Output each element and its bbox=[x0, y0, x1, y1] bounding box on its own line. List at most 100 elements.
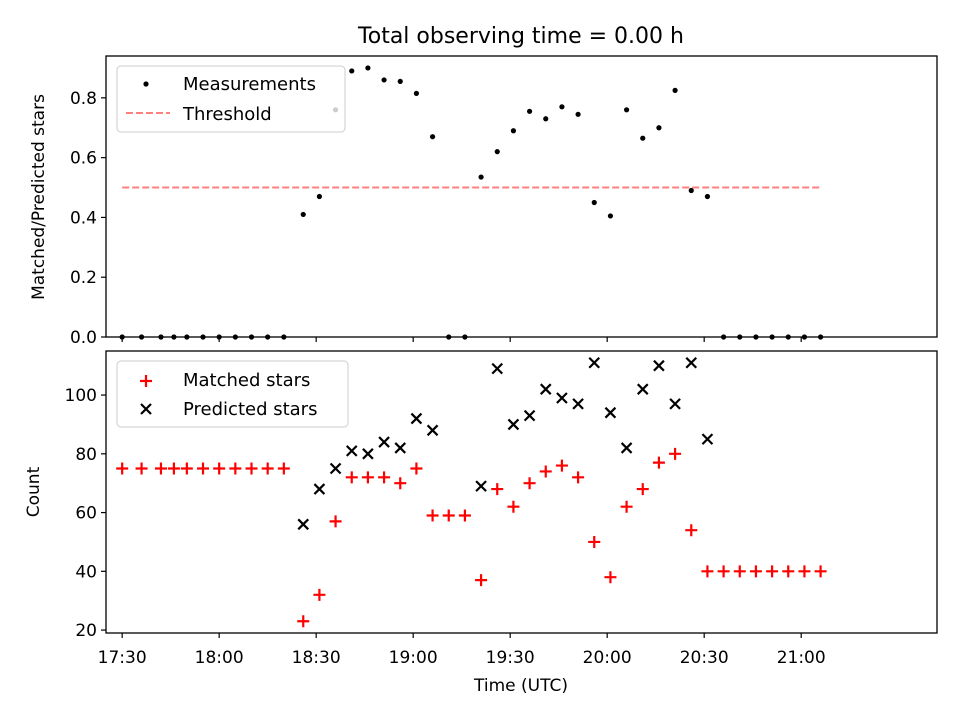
matched-star-point bbox=[782, 565, 795, 578]
top-y-tick-label: 0.6 bbox=[70, 149, 97, 169]
measurement-point bbox=[656, 125, 662, 131]
top-y-ticks: 0.0 0.2 0.4 0.6 0.8 bbox=[70, 89, 106, 348]
measurement-point bbox=[543, 116, 549, 122]
top-y-tick-label: 0.0 bbox=[70, 328, 97, 348]
matched-star-point bbox=[555, 459, 568, 472]
measurement-point bbox=[623, 107, 630, 113]
predicted-star-point bbox=[507, 418, 520, 431]
predicted-star-point bbox=[636, 383, 649, 395]
bottom-y-ticks: 20 40 60 80 100 bbox=[65, 386, 106, 641]
measurement-point bbox=[640, 135, 646, 141]
measurement-point bbox=[248, 334, 255, 340]
predicted-star-point bbox=[588, 356, 601, 369]
matched-star-point bbox=[491, 483, 504, 496]
legend-predicted-marker bbox=[140, 403, 152, 415]
top-x-ticks bbox=[121, 337, 802, 342]
measurement-point bbox=[316, 193, 323, 200]
matched-star-point bbox=[588, 535, 601, 548]
matched-star-point bbox=[135, 462, 148, 475]
matched-star-point bbox=[507, 500, 520, 513]
bottom-y-tick-label: 20 bbox=[75, 621, 97, 641]
matched-star-point bbox=[669, 447, 682, 460]
measurement-point bbox=[462, 334, 468, 340]
measurement-point bbox=[526, 108, 533, 114]
measurement-point bbox=[769, 334, 775, 340]
matched-star-point bbox=[523, 477, 536, 490]
measurement-point bbox=[365, 65, 371, 71]
predicted-star-point bbox=[410, 412, 423, 425]
x-axis-label: Time (UTC) bbox=[473, 676, 568, 696]
matched-star-point bbox=[798, 565, 811, 578]
bottom-x-tick-label: 20:00 bbox=[583, 648, 632, 668]
measurement-point bbox=[381, 77, 387, 83]
measurement-point bbox=[720, 334, 727, 340]
matched-star-point bbox=[475, 574, 488, 587]
predicted-star-point bbox=[685, 356, 698, 369]
measurement-point bbox=[158, 334, 164, 340]
measurement-point bbox=[200, 334, 206, 340]
predicted-star-point bbox=[701, 433, 714, 445]
measurement-point bbox=[413, 90, 420, 96]
matched-star-point bbox=[277, 462, 290, 475]
measurement-point bbox=[591, 199, 597, 206]
top-legend: Measurements Threshold bbox=[116, 65, 346, 133]
bottom-x-tick-label: 21:00 bbox=[777, 648, 826, 668]
matched-star-point bbox=[394, 477, 407, 490]
matched-star-point bbox=[116, 462, 129, 475]
bottom-x-tick-label: 18:30 bbox=[292, 648, 341, 668]
matched-star-point bbox=[245, 462, 258, 475]
measurement-point bbox=[559, 104, 565, 110]
legend-measurements-marker bbox=[143, 81, 149, 87]
bottom-x-tick-label: 19:30 bbox=[486, 648, 535, 668]
matched-star-point bbox=[297, 615, 310, 628]
measurement-point bbox=[494, 149, 500, 155]
matched-star-point bbox=[814, 565, 827, 578]
matched-star-point bbox=[167, 462, 180, 475]
bottom-legend-box bbox=[116, 360, 349, 428]
measurement-point bbox=[785, 334, 791, 340]
measurement-point bbox=[575, 111, 581, 117]
matched-star-point bbox=[213, 462, 226, 475]
bottom-y-tick-label: 100 bbox=[65, 386, 97, 406]
measurement-point bbox=[510, 128, 517, 134]
bottom-x-tick-label: 20:30 bbox=[680, 648, 729, 668]
bottom-x-tick-label: 19:00 bbox=[389, 648, 438, 668]
matched-star-point bbox=[766, 565, 779, 578]
bottom-y-axis-label: Count bbox=[24, 466, 44, 517]
matched-star-point bbox=[378, 471, 391, 484]
matched-star-point bbox=[572, 471, 585, 484]
measurement-point bbox=[281, 334, 287, 340]
legend-measurements-label: Measurements bbox=[183, 74, 316, 95]
bottom-legend: Matched stars Predicted stars bbox=[116, 360, 349, 428]
matched-star-point bbox=[685, 524, 698, 537]
measurement-point bbox=[232, 334, 238, 340]
matched-star-point bbox=[442, 509, 455, 522]
legend-matched-label: Matched stars bbox=[183, 370, 310, 391]
predicted-star-point bbox=[491, 362, 504, 375]
matched-star-point bbox=[733, 565, 746, 578]
predicted-star-point bbox=[313, 483, 326, 495]
matched-star-point bbox=[701, 565, 714, 578]
bottom-panel: 20 40 60 80 100 17:30 18:00 18:30 19:00 19:30 20:… bbox=[24, 350, 938, 696]
measurement-point bbox=[801, 334, 808, 340]
matched-star-point bbox=[636, 483, 649, 496]
measurement-point bbox=[184, 334, 190, 340]
measurement-point bbox=[300, 211, 306, 218]
measurement-point bbox=[817, 334, 824, 340]
measurement-point bbox=[397, 78, 403, 85]
predicted-star-point bbox=[378, 436, 390, 448]
matched-star-point bbox=[229, 462, 242, 475]
predicted-star-point bbox=[653, 359, 665, 372]
matched-star-point bbox=[329, 515, 342, 528]
bottom-y-tick-label: 60 bbox=[75, 504, 97, 524]
predicted-star-point bbox=[539, 383, 552, 395]
matched-star-point bbox=[539, 465, 552, 478]
predicted-star-point bbox=[523, 409, 536, 422]
bottom-x-tick-label: 17:30 bbox=[98, 648, 147, 668]
predicted-star-point bbox=[329, 462, 342, 475]
predicted-star-point bbox=[394, 442, 407, 454]
predicted-star-point bbox=[556, 392, 568, 404]
bottom-x-ticks: 17:30 18:00 18:30 19:00 19:30 20:00 20:30 21:00 bbox=[98, 633, 826, 668]
chart-title: Total observing time = 0.00 h bbox=[357, 24, 684, 49]
measurement-point bbox=[446, 334, 452, 340]
